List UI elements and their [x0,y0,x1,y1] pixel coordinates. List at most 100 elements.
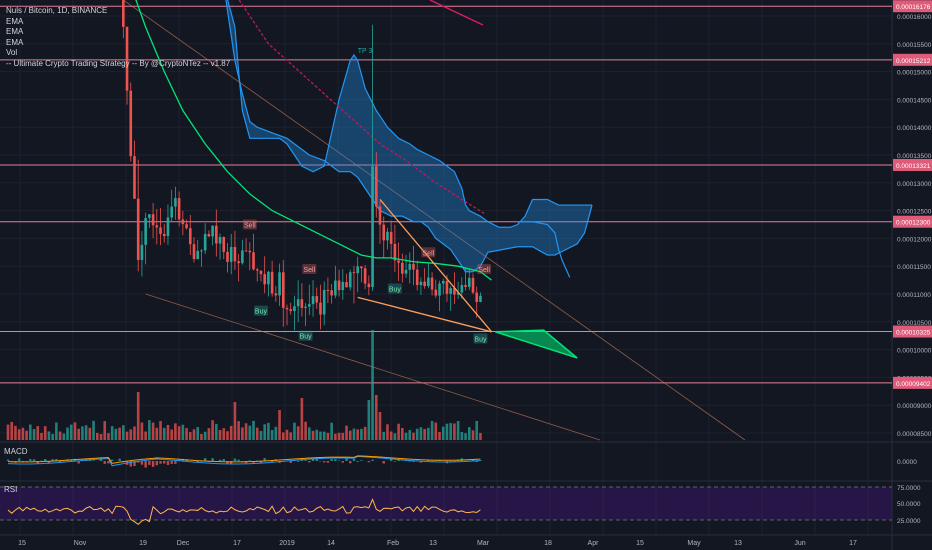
time-axis-label: Dec [177,540,190,547]
rsi-line [7,498,481,526]
volume-bar [367,400,371,440]
volume-bar [114,428,118,440]
price-level-tag [893,53,932,66]
time-axis-label: 17 [233,540,241,547]
legend-ema-3[interactable]: EMA [6,37,24,47]
volume-bar [95,432,99,440]
volume-bar [174,423,177,440]
signal-label: Buy [255,309,268,316]
candle-body [237,261,240,264]
candle-body [371,166,374,288]
candle-body [229,247,233,262]
candle-body [438,283,441,296]
candle-body [270,271,274,294]
price-axis-label: 0.00009000 [897,403,932,410]
time-axis-label: Mar [477,540,490,547]
candle-body [408,263,412,270]
volume-bar [229,425,233,440]
signal-label: Sell [478,267,490,274]
volume-bar [255,427,259,440]
volume-bar [81,426,84,440]
volume-bar [148,420,151,440]
volume-bar [389,431,393,440]
candle-body [267,271,270,285]
macd-histogram-bar [304,460,307,461]
candle-body [341,282,345,291]
candle-body [374,166,378,207]
volume-bar [32,429,36,440]
macd-pane-label[interactable]: MACD [4,447,28,456]
volume-bar [270,430,274,440]
volume-bar [415,428,419,440]
macd-histogram-bar [248,460,251,461]
volume-bar [382,431,386,440]
volume-bar [252,420,255,440]
volume-bar [293,422,296,440]
candle-body [415,269,419,286]
volume-bar [125,431,129,440]
macd-histogram-bar [155,461,158,466]
candle-body [311,296,315,305]
macd-histogram-bar [337,460,341,461]
legend-strategy[interactable]: -- Ultimate Crypto Trading Strategy -- B… [6,58,231,68]
volume-bar [393,433,397,440]
macd-histogram-bar [289,461,292,463]
legend-vol[interactable]: Vol [6,48,18,57]
candle-body [289,309,293,312]
volume-bar [404,432,408,440]
volume-bar [25,430,28,440]
volume-bar [322,431,326,440]
volume-bar [99,434,103,440]
price-axis-label: 0.00010000 [897,348,932,355]
candle-body [244,250,248,252]
macd-histogram-bar [92,460,95,461]
trend-line [429,0,484,26]
candle-body [233,247,237,262]
candle-body [166,217,170,237]
legend-ema-2[interactable]: EMA [6,27,24,36]
macd-histogram-bar [330,459,333,461]
signal-badge [253,305,268,316]
cloud-upper [227,0,593,228]
volume-bar [360,428,363,440]
volume-bar [475,420,479,440]
volume-bar [278,410,281,440]
candle-body [467,277,471,287]
volume-bar [363,426,367,440]
candle-body [382,224,386,241]
candle-body [345,282,348,288]
volume-bar [215,423,218,440]
volume-bar [200,433,203,440]
volume-bar [185,428,188,440]
volume-bar [188,432,192,440]
volume-bar [136,392,140,440]
candle-body [401,262,404,274]
chart-legend: Nuls / Bitcoin, 1D, BINANCE EMA EMA EMA … [6,6,230,69]
candle-body [397,260,400,263]
candle-body [356,266,359,274]
candle-body [460,285,464,293]
legend-ema-1[interactable]: EMA [6,16,24,26]
volume-bar [144,431,147,440]
price-axis-label: 0.00011500 [897,264,931,271]
time-axis-label: 15 [18,540,26,547]
candle-body [352,272,356,274]
volume-bar [285,429,289,440]
candle-body [155,225,159,228]
candle-body [308,304,311,307]
volume-bar [6,424,10,440]
volume-bar [203,431,207,440]
macd-histogram-bar [36,461,39,464]
candle-body [278,272,281,296]
volume-bar [330,422,333,440]
macd-histogram-bar [296,461,300,462]
volume-bar [430,421,434,440]
volume-bar [226,431,229,440]
legend-symbol[interactable]: Nuls / Bitcoin, 1D, BINANCE [6,6,108,15]
signal-badge [387,283,402,294]
macd-histogram-bar [32,459,36,461]
macd-histogram-bar [118,458,121,461]
rsi-pane-label[interactable]: RSI [4,485,18,494]
candle-body [140,244,144,261]
